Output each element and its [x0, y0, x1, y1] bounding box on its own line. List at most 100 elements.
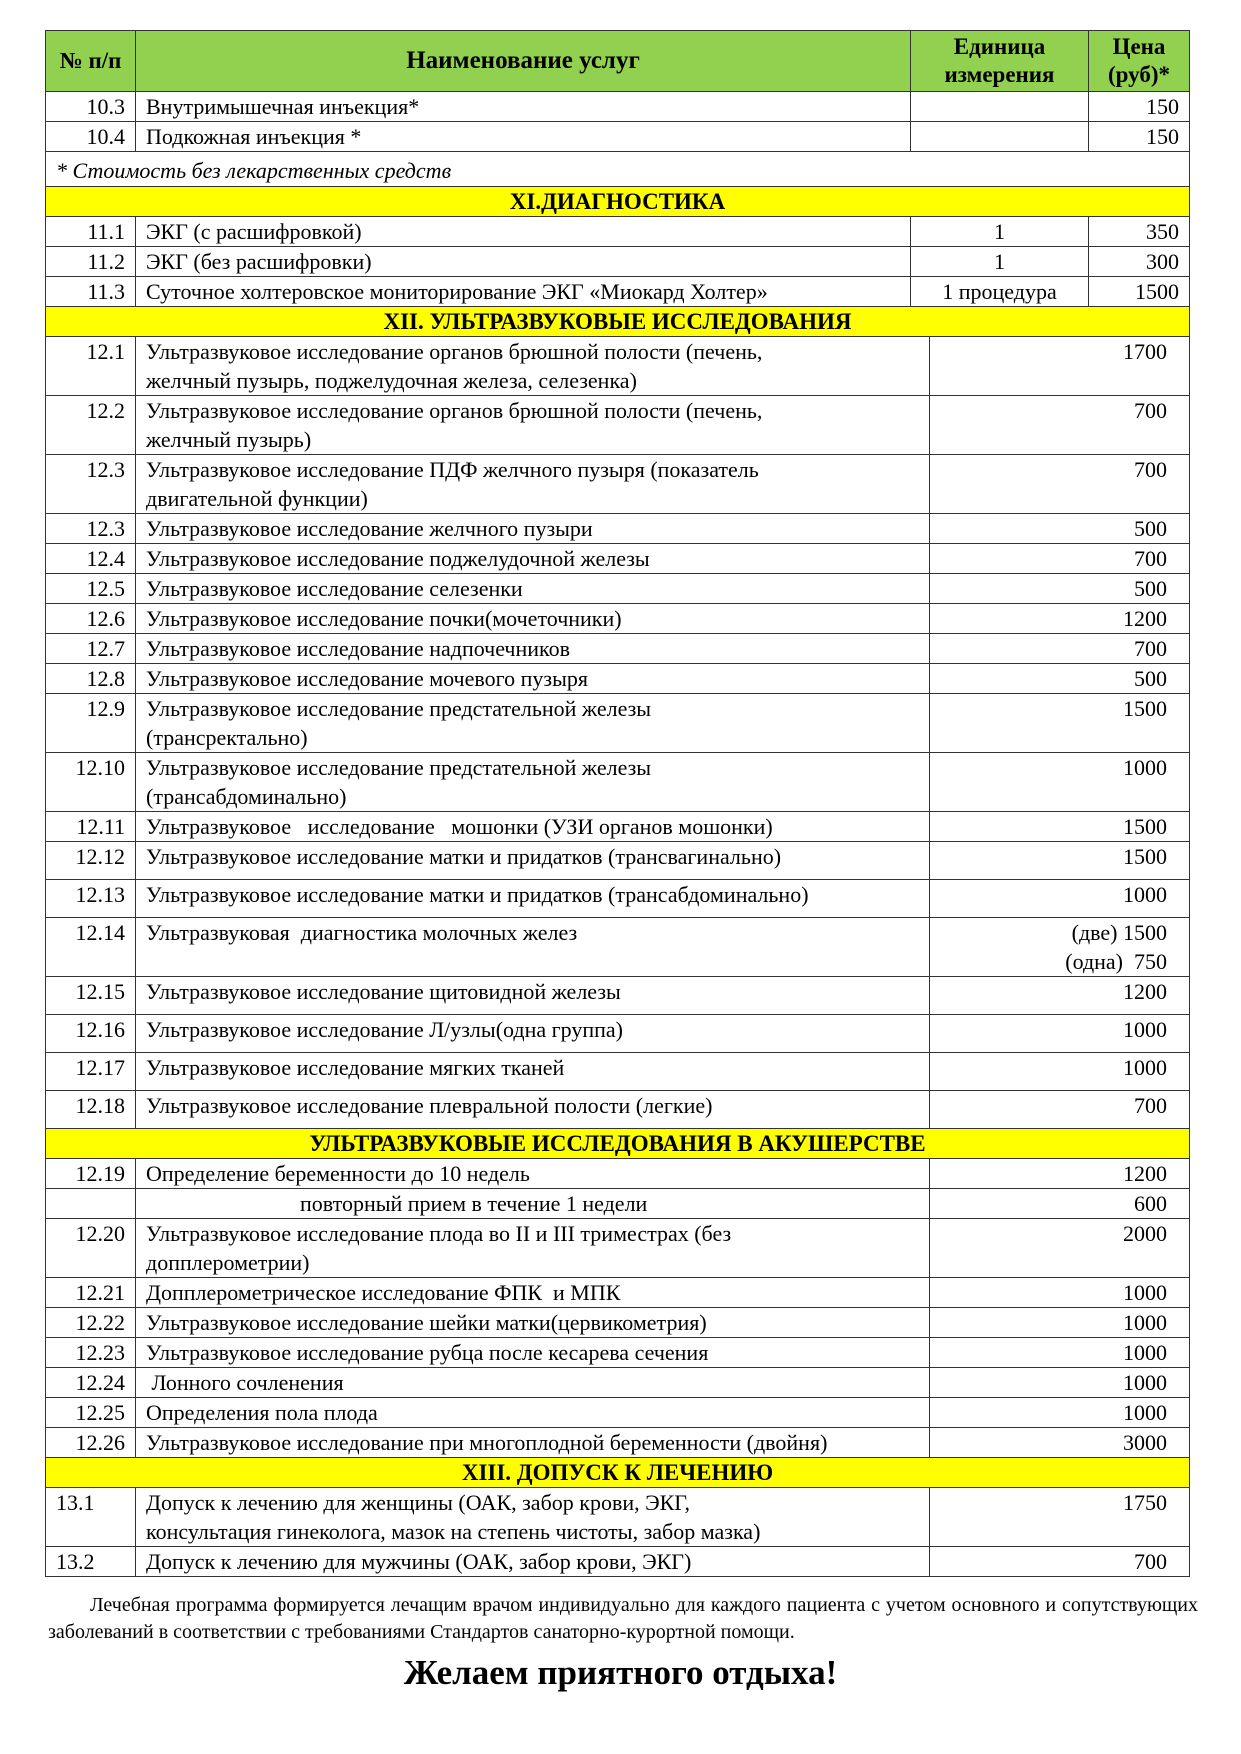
price: 600: [929, 1189, 1189, 1218]
service-name-line: Допуск к лечению для мужчины (ОАК, забор…: [146, 1549, 692, 1574]
table-row: 12.3 Ультразвуковое исследование ПДФ желч…: [46, 454, 1189, 513]
price-line: 500: [1134, 666, 1167, 691]
price-line: 1200: [1123, 1161, 1167, 1186]
table-row: 11.1 ЭКГ (с расшифровкой) 1 350: [46, 216, 1189, 246]
price-line: 3000: [1123, 1430, 1167, 1455]
service-name-line: Определения пола плода: [146, 1400, 378, 1425]
price-line: 1000: [1123, 1280, 1167, 1305]
price: 1200: [929, 977, 1189, 1014]
row-number: 12.19: [75, 1161, 126, 1186]
row-number: 12.3: [86, 457, 126, 482]
table-row: 12.11 Ультразвуковое исследование мошонки…: [46, 811, 1189, 841]
row-number: 12.13: [75, 882, 126, 907]
price-line: 1500: [1123, 696, 1167, 721]
row-number: 12.3: [86, 516, 126, 541]
service-name: ЭКГ (без расшифровки): [135, 247, 910, 276]
row-number: 12.11: [76, 814, 125, 839]
service-name: Ультразвуковое исследование мягких ткане…: [135, 1053, 929, 1090]
price: 300: [1088, 247, 1189, 276]
price: 700: [929, 1091, 1189, 1128]
price: 1000: [929, 1338, 1189, 1367]
price: 1500: [929, 694, 1189, 752]
price-line: 1500: [1123, 814, 1167, 839]
table-row: 12.24 Лонного сочленения 1000: [46, 1367, 1189, 1397]
row-number: 12.26: [75, 1430, 126, 1455]
service-name-line: ЭКГ (без расшифровки): [146, 249, 372, 274]
table-row: 10.4 Подкожная инъекция * 150: [46, 121, 1189, 151]
price-line: 1000: [1123, 755, 1167, 780]
service-name-line: Ультразвуковая диагностика молочных желе…: [146, 920, 578, 945]
service-name-line: желчный пузырь): [146, 427, 312, 452]
service-name: Внутримышечная инъекция*: [135, 92, 910, 121]
service-name-line: Ультразвуковое исследование мочевого пуз…: [146, 666, 588, 691]
price: 1000: [929, 1308, 1189, 1337]
service-name-line: Суточное холтеровское мониторирование ЭК…: [146, 279, 768, 304]
service-name-line: Лонного сочленения: [146, 1370, 344, 1395]
service-name: Ультразвуковое исследование поджелудочно…: [135, 544, 929, 573]
table-row: 12.22 Ультразвуковое исследование шейки м…: [46, 1307, 1189, 1337]
service-name: Ультразвуковое исследование плевральной …: [135, 1091, 929, 1128]
service-name-line: Ультразвуковое исследование поджелудочно…: [146, 546, 650, 571]
price-line: 700: [1134, 1093, 1167, 1118]
price-line: 150: [1146, 94, 1179, 119]
service-name: Определения пола плода: [135, 1398, 929, 1427]
header-name: Наименование услуг: [135, 31, 910, 91]
service-name-line: Ультразвуковое исследование ПДФ желчного…: [146, 457, 759, 482]
table-row: 12.4 Ультразвуковое исследование поджелуд…: [46, 543, 1189, 573]
service-name-line: Допуск к лечению для женщины (ОАК, забор…: [146, 1490, 691, 1515]
service-name-line: Ультразвуковое исследование предстательн…: [146, 755, 652, 780]
price-line: 1200: [1123, 979, 1167, 1004]
service-name-line: Ультразвуковое исследование рубца после …: [146, 1340, 709, 1365]
price-line: 1000: [1123, 1400, 1167, 1425]
service-name-line: Ультразвуковое исследование щитовидной ж…: [146, 979, 621, 1004]
price: 1000: [929, 880, 1189, 917]
service-name-line: Ультразвуковое исследование плевральной …: [146, 1093, 713, 1118]
service-name-line: Ультразвуковое исследование предстательн…: [146, 696, 652, 721]
price: 500: [929, 574, 1189, 603]
service-name: Ультразвуковое исследование при многопло…: [135, 1428, 929, 1457]
table-row: 12.23 Ультразвуковое исследование рубца п…: [46, 1337, 1189, 1367]
service-name-line: Ультразвуковое исследование мягких ткане…: [146, 1055, 565, 1080]
price-line: 700: [1134, 398, 1167, 423]
row-number: 12.20: [75, 1221, 126, 1246]
service-name: Ультразвуковое исследование Л/узлы(одна …: [135, 1015, 929, 1052]
section-heading: XI.ДИАГНОСТИКА: [46, 186, 1189, 216]
table-row: 12.17 Ультразвуковое исследование мягких …: [46, 1052, 1189, 1090]
price-line: 1000: [1123, 1310, 1167, 1335]
service-name: Подкожная инъекция *: [135, 122, 910, 151]
service-name-line: Ультразвуковое исследование матки и прид…: [146, 844, 782, 869]
service-name: Ультразвуковое исследование предстательн…: [135, 694, 929, 752]
table-row: 12.19 Определение беременности до 10 неде…: [46, 1158, 1189, 1188]
row-number: 12.24: [75, 1370, 126, 1395]
service-name-line: Определение беременности до 10 недель: [146, 1161, 530, 1186]
price: 1000: [929, 1015, 1189, 1052]
price: 1200: [929, 604, 1189, 633]
table-row: 12.8 Ультразвуковое исследование мочевого…: [46, 663, 1189, 693]
service-name: Ультразвуковое исследование органов брюш…: [135, 337, 929, 395]
table-row: 12.2 Ультразвуковое исследование органов …: [46, 395, 1189, 454]
service-name: Ультразвуковое исследование матки и прид…: [135, 842, 929, 879]
service-name: Допуск к лечению для мужчины (ОАК, забор…: [135, 1547, 929, 1576]
row-number: 13.1: [56, 1490, 95, 1515]
table-row: 12.5 Ультразвуковое исследование селезенк…: [46, 573, 1189, 603]
price: 1000: [929, 1398, 1189, 1427]
service-name-line: желчный пузырь, поджелудочная железа, се…: [146, 368, 637, 393]
closing-wish: Желаем приятного отдыха!: [403, 1653, 838, 1692]
row-number: 12.10: [75, 755, 126, 780]
unit: 1 процедура: [910, 277, 1088, 306]
price-line: 1700: [1123, 339, 1167, 364]
price: 700: [929, 634, 1189, 663]
footnote: * Стоимость без лекарственных средств: [46, 151, 1189, 186]
table-row: 12.26 Ультразвуковое исследование при мно…: [46, 1427, 1189, 1457]
service-name-line: Ультразвуковое исследование Л/узлы(одна …: [146, 1017, 623, 1042]
service-name-line: допплерометрии): [146, 1250, 310, 1275]
price-line: 1000: [1123, 1370, 1167, 1395]
service-name-line: (трансабдоминально): [146, 784, 347, 809]
row-number: 12.25: [75, 1400, 126, 1425]
service-name-line: консультация гинеколога, мазок на степен…: [146, 1519, 761, 1544]
price-line: 1000: [1123, 1017, 1167, 1042]
table-row: повторный прием в течение 1 недели 600: [46, 1188, 1189, 1218]
row-number: 12.23: [75, 1340, 126, 1365]
section-heading: УЛЬТРАЗВУКОВЫЕ ИССЛЕДОВАНИЯ В АКУШЕРСТВЕ: [46, 1128, 1189, 1158]
price-line: 700: [1134, 546, 1167, 571]
